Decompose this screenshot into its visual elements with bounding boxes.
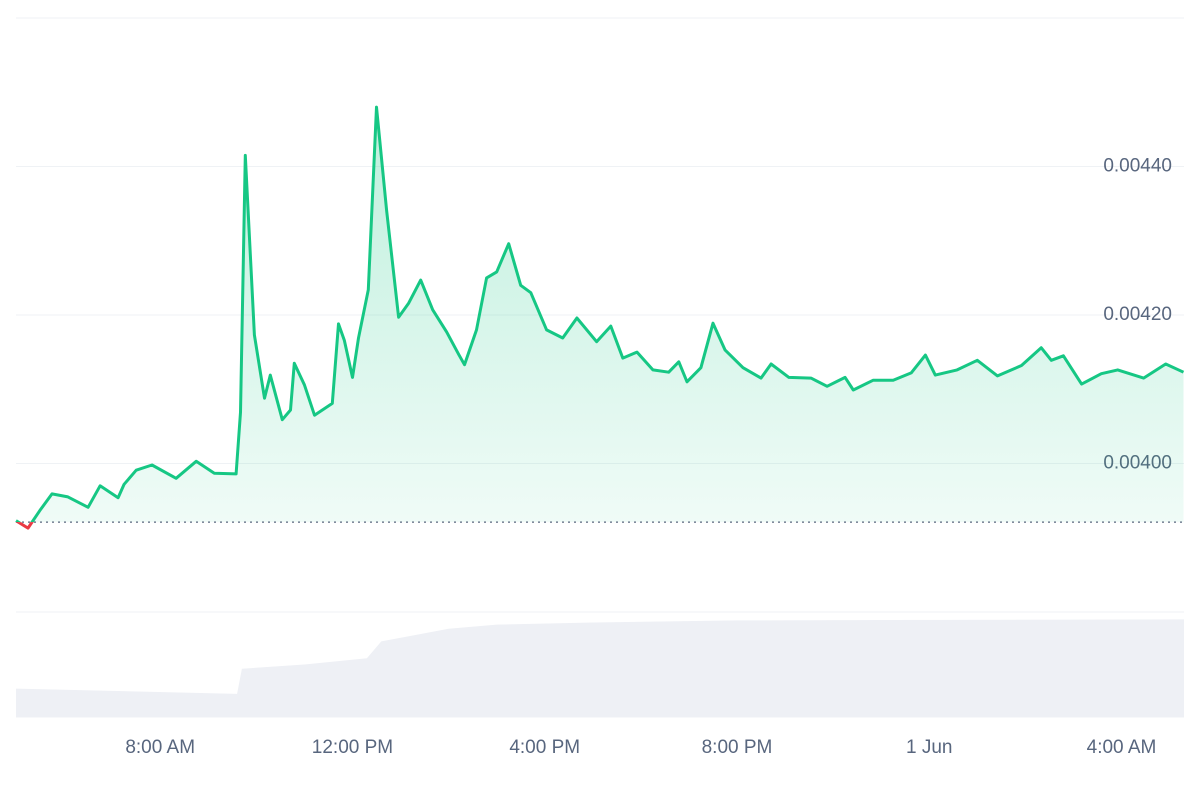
- volume-area: [16, 619, 1184, 717]
- x-tick-label: 1 Jun: [906, 737, 952, 758]
- y-tick-label: 0.00420: [1103, 304, 1172, 325]
- x-tick-label: 4:00 PM: [509, 737, 580, 758]
- x-tick-label: 8:00 PM: [702, 737, 773, 758]
- price-line: [15, 105, 1185, 523]
- x-tick-label: 4:00 AM: [1087, 737, 1157, 758]
- x-tick-label: 8:00 AM: [125, 737, 195, 758]
- y-tick-label: 0.00440: [1103, 156, 1172, 177]
- x-tick-label: 12:00 PM: [312, 737, 393, 758]
- price-area: [16, 107, 1184, 523]
